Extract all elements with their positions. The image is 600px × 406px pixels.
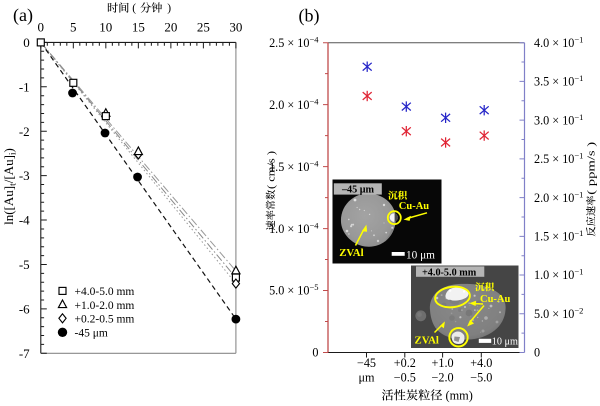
svg-text:2.5 × 10−1: 2.5 × 10−1 [534, 151, 583, 167]
svg-text:4.0 × 10−1: 4.0 × 10−1 [534, 34, 583, 50]
svg-text:( ppm/s ): ( ppm/s ) [587, 142, 598, 195]
svg-text:1.0 × 10−1: 1.0 × 10−1 [534, 267, 583, 283]
svg-text:0: 0 [534, 346, 540, 360]
svg-text:-6: -6 [19, 302, 30, 317]
svg-text:1.0 × 10−4: 1.0 × 10−4 [269, 220, 319, 236]
svg-text:+1.0: +1.0 [432, 356, 454, 370]
svg-text:20: 20 [164, 20, 177, 35]
svg-text:-45 μm: -45 μm [75, 327, 108, 339]
svg-text:Cu-Au: Cu-Au [399, 201, 430, 212]
svg-text:0: 0 [38, 20, 45, 35]
svg-text:15: 15 [132, 20, 145, 35]
svg-text:ZVAl: ZVAl [339, 247, 363, 259]
svg-text:+0.2-0.5 mm: +0.2-0.5 mm [75, 313, 135, 325]
svg-text:+4.0-5.0 mm: +4.0-5.0 mm [422, 267, 477, 278]
svg-text:): ) [167, 3, 171, 15]
svg-text:-5: -5 [19, 257, 30, 272]
svg-text:-7: -7 [19, 346, 30, 361]
svg-text:μm: μm [358, 371, 375, 385]
svg-text:+4.0-5.0 mm: +4.0-5.0 mm [75, 286, 135, 298]
svg-text:-1: -1 [19, 79, 30, 94]
svg-text:ZVAl: ZVAl [415, 334, 439, 346]
svg-text:–45 μm: –45 μm [341, 185, 375, 196]
svg-text:25: 25 [197, 20, 210, 35]
svg-text:−0.5: −0.5 [394, 371, 416, 385]
svg-text:0: 0 [312, 346, 318, 360]
svg-text:ln([Au]t/[Au]i): ln([Au]t/[Au]i) [1, 148, 19, 225]
svg-text:30: 30 [229, 20, 242, 35]
svg-text:10 μm: 10 μm [406, 249, 435, 261]
svg-text:+0.2: +0.2 [394, 356, 416, 370]
svg-text:+4.0: +4.0 [470, 356, 492, 370]
svg-text:(: ( [132, 3, 136, 15]
svg-text:1.5 × 10−1: 1.5 × 10−1 [534, 228, 583, 244]
svg-text:( cm/s ): ( cm/s ) [266, 151, 277, 189]
svg-text:0: 0 [23, 35, 30, 50]
svg-text:-4: -4 [19, 213, 30, 228]
svg-text:2.0 × 10−4: 2.0 × 10−4 [269, 96, 319, 112]
svg-text:−5.0: −5.0 [470, 371, 492, 385]
svg-text:+1.0-2.0 mm: +1.0-2.0 mm [75, 300, 135, 312]
svg-text:5.0 × 10−2: 5.0 × 10−2 [534, 306, 583, 322]
svg-text:(a): (a) [13, 5, 33, 26]
svg-text:5: 5 [70, 20, 77, 35]
svg-text:(mm): (mm) [446, 389, 473, 403]
svg-text:1.5 × 10−4: 1.5 × 10−4 [269, 158, 319, 174]
svg-text:-3: -3 [19, 168, 30, 183]
svg-text:Cu-Au: Cu-Au [480, 294, 511, 305]
svg-text:3.0 × 10−1: 3.0 × 10−1 [534, 112, 583, 128]
svg-text:−45: −45 [357, 356, 376, 370]
svg-text:(b): (b) [299, 6, 320, 27]
svg-text:3.5 × 10−1: 3.5 × 10−1 [534, 73, 583, 89]
svg-text:−2.0: −2.0 [432, 371, 454, 385]
svg-text:2.0 × 10−1: 2.0 × 10−1 [534, 189, 583, 205]
svg-text:10: 10 [99, 20, 112, 35]
svg-text:2.5 × 10−4: 2.5 × 10−4 [269, 34, 319, 50]
svg-text:-2: -2 [19, 124, 30, 139]
svg-text:10 μm: 10 μm [492, 337, 518, 348]
svg-text:5.0 × 10−5: 5.0 × 10−5 [269, 282, 318, 298]
